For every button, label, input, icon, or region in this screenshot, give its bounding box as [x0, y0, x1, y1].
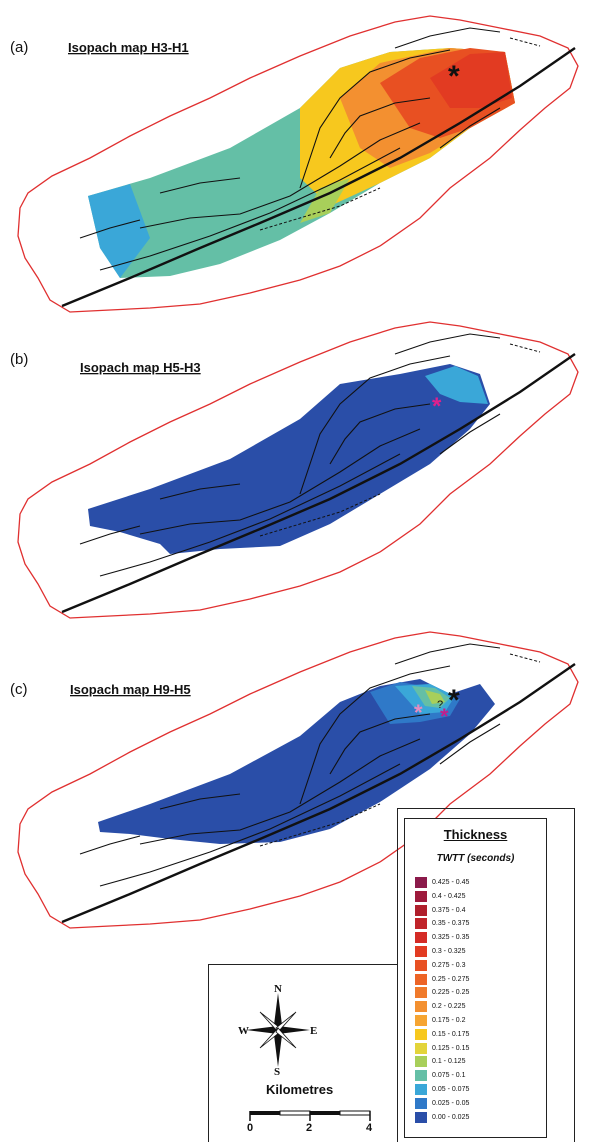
scale-title: Kilometres: [266, 1082, 334, 1097]
panel-c-label: (c): [10, 681, 28, 698]
legend-range-label: 0.075 - 0.1: [432, 1072, 466, 1080]
panel-a-title: Isopach map H3-H1: [68, 40, 189, 55]
thickness-legend: Thickness TWTT (seconds) 0.425 - 0.45 0.4…: [404, 818, 547, 1138]
legend-range-label: 0.325 - 0.35: [432, 934, 470, 942]
legend-class-row: 0.175 - 0.2: [415, 1015, 465, 1026]
legend-swatch: [415, 890, 427, 902]
legend-swatch: [415, 959, 427, 971]
compass-rose-icon: N S W E: [238, 985, 317, 1075]
depocentre-asterisk: *: [448, 60, 460, 93]
panel-b-title: Isopach map H5-H3: [80, 360, 201, 375]
legend-swatch: [415, 946, 427, 957]
panel-c-map: (c) Isopach map H9-H5 * ? * *: [10, 631, 579, 929]
legend-range-label: 0.05 - 0.075: [432, 1086, 470, 1093]
legend-range-label: 0.00 - 0.025: [432, 1113, 470, 1121]
scale-tick-4: 4: [366, 1122, 373, 1134]
legend-range-label: 0.1 - 0.125: [432, 1058, 466, 1066]
legend-class-row: 0.075 - 0.1: [415, 1070, 466, 1082]
legend-range-label: 0.3 - 0.325: [432, 948, 466, 955]
legend-range-label: 0.375 - 0.4: [432, 906, 466, 914]
depocentre-asterisk: *: [440, 704, 449, 729]
legend-class-row: 0.00 - 0.025: [415, 1111, 470, 1123]
isopach-surface: [425, 690, 445, 704]
legend-swatch: [415, 877, 427, 888]
legend-range-label: 0.275 - 0.3: [432, 961, 466, 969]
legend-class-row: 0.3 - 0.325: [415, 946, 465, 957]
legend-swatch: [415, 918, 427, 930]
legend-range-label: 0.425 - 0.45: [432, 879, 470, 886]
compass-e: E: [310, 1025, 317, 1037]
legend-range-label: 0.2 - 0.225: [432, 1003, 466, 1011]
legend-class-row: 0.025 - 0.05: [415, 1097, 470, 1109]
legend-swatch: [415, 932, 427, 944]
legend-swatch: [415, 1097, 427, 1109]
legend-range-label: 0.125 - 0.15: [432, 1044, 470, 1052]
legend-range-label: 0.35 - 0.375: [432, 920, 470, 928]
compass-w: W: [238, 1025, 249, 1037]
legend-class-row: 0.05 - 0.075: [415, 1084, 469, 1095]
legend-class-row: 0.225 - 0.25: [415, 987, 470, 999]
legend-swatch: [415, 987, 427, 999]
legend-class-row: 0.125 - 0.15: [415, 1042, 470, 1054]
legend-class-row: 0.2 - 0.225: [415, 1001, 466, 1013]
legend-class-row: 0.1 - 0.125: [415, 1056, 466, 1068]
isopach-surface: [88, 364, 490, 554]
isopach-surface: [425, 366, 488, 404]
legend-range-label: 0.4 - 0.425: [432, 892, 466, 900]
legend-range-label: 0.025 - 0.05: [432, 1099, 470, 1107]
scale-tick-2: 2: [306, 1122, 313, 1134]
legend-class-row: 0.425 - 0.45: [415, 877, 469, 888]
legend-range-label: 0.175 - 0.2: [432, 1017, 466, 1024]
legend-swatch: [415, 1028, 427, 1040]
isopach-surface: [430, 52, 512, 108]
legend-class-row: 0.375 - 0.4: [415, 904, 466, 916]
legend-swatch: [415, 973, 427, 985]
legend-swatch: [415, 904, 427, 916]
legend-class-row: 0.4 - 0.425: [415, 890, 466, 902]
legend-swatch: [415, 1042, 427, 1054]
legend-class-row: 0.275 - 0.3: [415, 959, 466, 971]
legend-class-row: 0.25 - 0.275: [415, 973, 470, 985]
depocentre-asterisk-black: *: [448, 684, 460, 717]
legend-swatch: [415, 1111, 427, 1123]
legend-range-label: 0.15 - 0.175: [432, 1030, 470, 1038]
legend-class-row: 0.325 - 0.35: [415, 932, 470, 944]
scale-tick-0: 0: [247, 1122, 254, 1134]
legend-range-label: 0.25 - 0.275: [432, 975, 470, 983]
legend-frame: [397, 808, 575, 1142]
compass-n: N: [274, 985, 282, 995]
previous-depocentre-asterisk: *: [414, 700, 423, 725]
panel-a-map: (a) Isopach map H3-H1 *: [10, 15, 579, 313]
panel-c-title: Isopach map H9-H5: [70, 682, 191, 697]
legend-swatch: [415, 1001, 427, 1013]
uncertainty-mark: ?: [437, 699, 443, 711]
compass-s: S: [274, 1066, 280, 1075]
legend-range-label: 0.225 - 0.25: [432, 989, 470, 997]
panel-b-label: (b): [10, 351, 28, 368]
legend-title: Thickness: [443, 827, 508, 842]
depocentre-asterisk: *: [432, 393, 442, 420]
legend-subtitle: TWTT (seconds): [436, 853, 515, 864]
legend-swatch: [415, 1084, 427, 1095]
scale-frame: [208, 964, 398, 1142]
scale-bar: [249, 1110, 371, 1121]
legend-swatch: [415, 1070, 427, 1082]
legend-class-row: 0.35 - 0.375: [415, 918, 470, 930]
panel-a-label: (a): [10, 39, 28, 56]
legend-swatch: [415, 1056, 427, 1068]
panel-b-map: (b) Isopach map H5-H3 *: [10, 321, 579, 619]
isopach-surface: [88, 184, 150, 278]
legend-class-row: 0.15 - 0.175: [415, 1028, 470, 1040]
legend-swatch: [415, 1015, 427, 1026]
